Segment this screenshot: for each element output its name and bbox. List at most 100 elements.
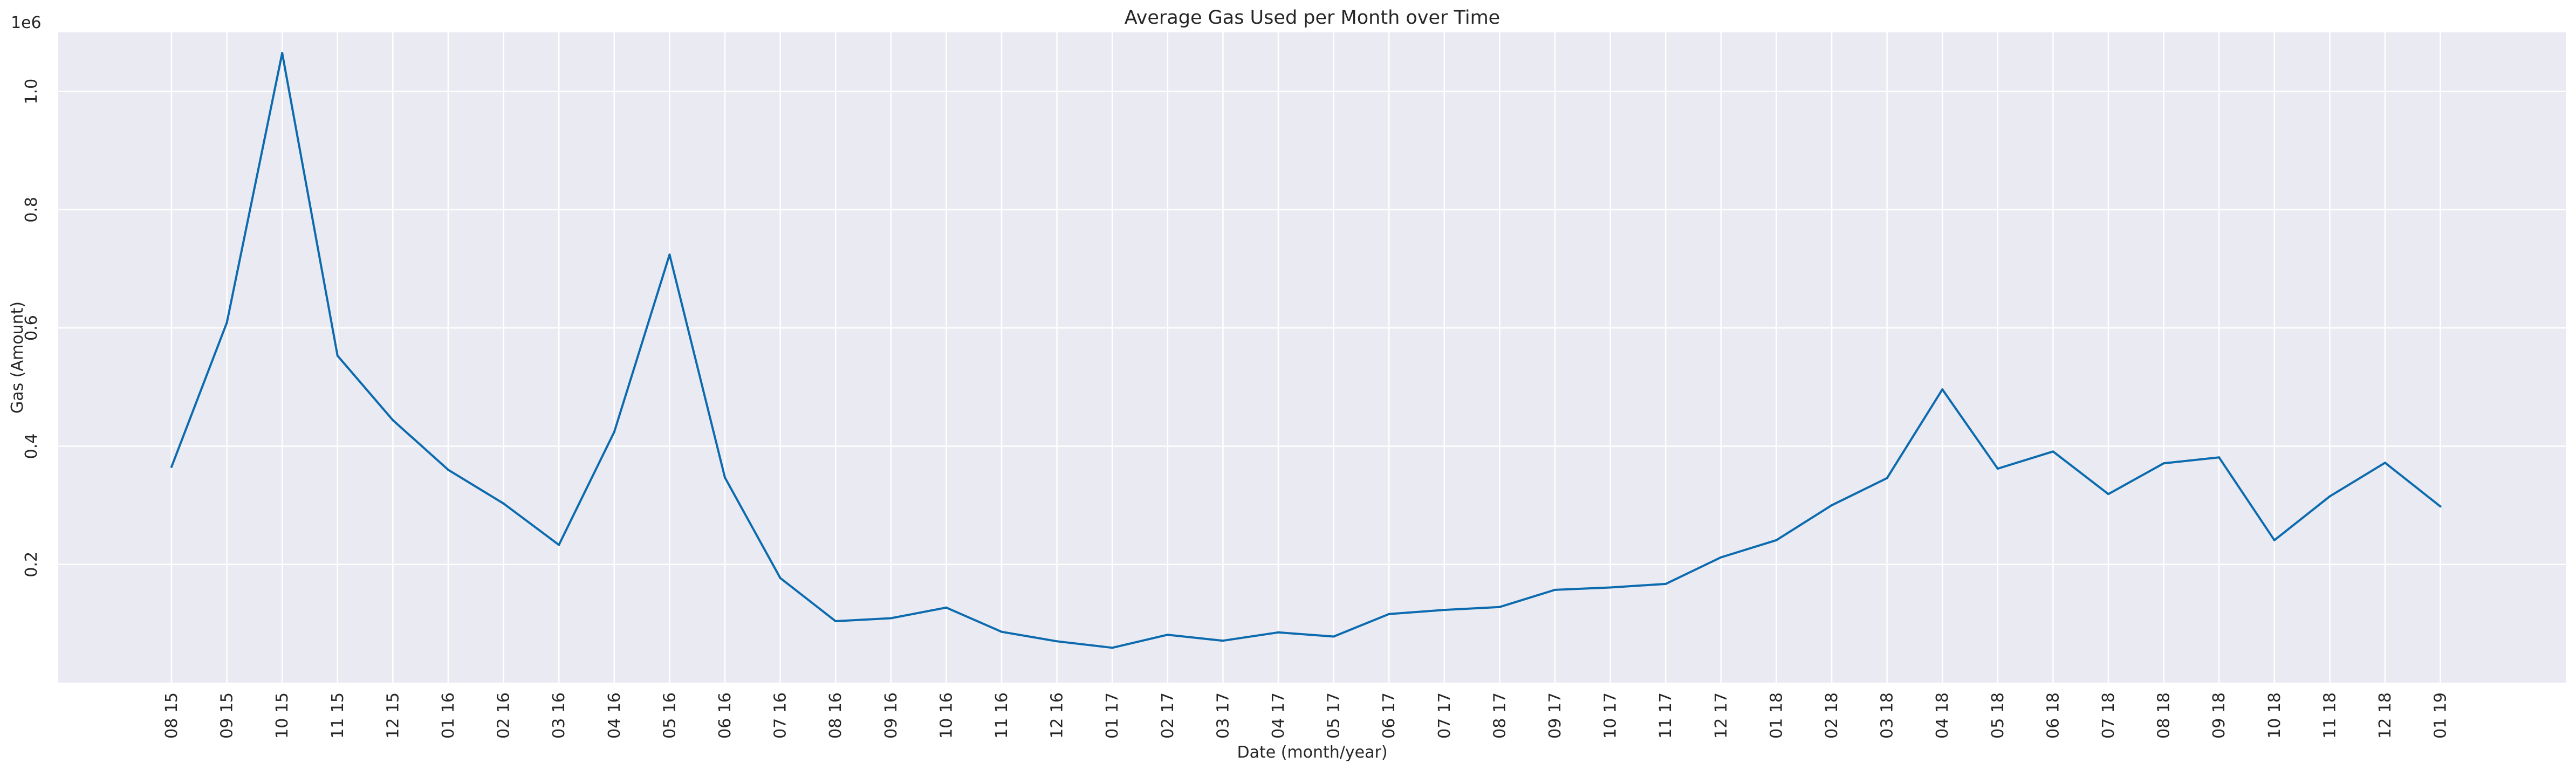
data-point	[2052, 450, 2054, 453]
x-tick-label: 02 16	[495, 692, 513, 739]
x-tick-label: 04 18	[1933, 692, 1952, 739]
x-tick-label: 08 16	[826, 692, 845, 739]
data-point	[1831, 504, 1833, 507]
series-layer	[170, 52, 2442, 649]
data-point	[1941, 388, 1944, 391]
y-axis-label: Gas (Amount)	[8, 301, 27, 414]
data-point	[392, 419, 394, 422]
x-tick-label: 07 17	[1435, 692, 1454, 739]
data-point	[1166, 634, 1169, 636]
x-tick-label: 03 18	[1878, 692, 1897, 739]
x-tick-label: 09 16	[882, 692, 901, 739]
x-tick-label: 12 15	[383, 692, 402, 739]
series-line	[170, 52, 2441, 649]
x-tick-label: 01 16	[439, 692, 458, 739]
data-point	[1222, 640, 1224, 642]
x-tick-label: 08 17	[1490, 692, 1509, 739]
x-tick-label: 11 16	[992, 692, 1011, 739]
data-point	[447, 469, 449, 471]
data-point	[2162, 462, 2165, 465]
x-tick-label: 10 16	[937, 692, 956, 739]
x-tick-label: 03 17	[1214, 692, 1232, 739]
data-point	[1443, 609, 1445, 611]
data-point	[1609, 586, 1612, 589]
data-point	[889, 617, 892, 620]
data-point	[2273, 539, 2276, 541]
x-tick-label: 05 18	[1989, 692, 2008, 739]
x-tick-label: 12 16	[1048, 692, 1067, 739]
data-point	[1996, 468, 1999, 470]
x-tick-label: 11 15	[328, 692, 347, 739]
x-tick-label: 12 18	[2376, 692, 2395, 739]
x-tick-label: 09 17	[1546, 692, 1565, 739]
x-tick-label: 04 16	[605, 692, 624, 739]
x-tick-label: 02 18	[1823, 692, 1841, 739]
data-point	[225, 321, 228, 324]
x-tick-label: 03 16	[550, 692, 568, 739]
data-point	[779, 576, 782, 579]
data-point	[1554, 588, 1556, 591]
x-tick-labels: 08 15 09 15 10 15 11 15 12 15 01 16 02 16 03 16…	[162, 692, 2450, 739]
x-tick-label: 10 17	[1601, 692, 1620, 739]
data-point	[613, 431, 615, 434]
data-point	[1775, 539, 1778, 541]
data-point	[668, 253, 671, 256]
x-tick-label: 10 15	[273, 692, 292, 739]
data-point	[502, 502, 505, 505]
x-tick-label: 06 17	[1380, 692, 1399, 739]
x-tick-label: 06 16	[716, 692, 735, 739]
data-point	[1664, 582, 1667, 585]
x-tick-label: 05 17	[1325, 692, 1344, 739]
data-point	[2107, 493, 2109, 496]
data-point	[1111, 647, 1114, 649]
data-point	[2328, 495, 2331, 498]
data-point	[170, 465, 173, 468]
x-tick-label: 10 18	[2265, 692, 2284, 739]
data-point	[1388, 613, 1390, 615]
x-tick-label: 01 17	[1103, 692, 1122, 739]
data-point	[945, 606, 948, 609]
x-axis-label: Date (month/year)	[1237, 743, 1387, 762]
data-point	[1277, 631, 1279, 634]
data-point	[1719, 556, 1722, 559]
x-tick-label: 06 18	[2044, 692, 2063, 739]
data-point	[1498, 606, 1501, 608]
data-point	[2439, 505, 2442, 508]
y-tick-label: 0.4	[22, 434, 41, 459]
data-point	[1332, 635, 1335, 638]
data-point	[724, 476, 726, 479]
data-point	[1886, 477, 1888, 479]
chart-title: Average Gas Used per Month over Time	[1125, 7, 1500, 29]
x-tick-label: 01 18	[1767, 692, 1786, 739]
y-tick-label: 0.2	[22, 552, 41, 578]
data-point	[2218, 456, 2221, 459]
x-tick-label: 07 16	[771, 692, 790, 739]
y-offset-text: 1e6	[11, 13, 42, 32]
x-tick-label: 05 16	[660, 692, 679, 739]
y-tick-label: 0.8	[22, 197, 41, 223]
x-tick-label: 01 19	[2431, 692, 2450, 739]
data-point	[1056, 640, 1058, 643]
data-point	[834, 620, 837, 622]
x-tick-label: 09 18	[2210, 692, 2229, 739]
data-point	[336, 354, 339, 357]
y-tick-label: 0.6	[22, 315, 41, 341]
x-tick-label: 11 18	[2320, 692, 2339, 739]
data-point	[2384, 462, 2386, 464]
y-tick-label: 1.0	[22, 79, 41, 105]
x-tick-label: 07 18	[2099, 692, 2118, 739]
x-tick-label: 08 18	[2155, 692, 2174, 739]
y-tick-labels: 0.2 0.4 0.6 0.8 1.0	[22, 79, 41, 578]
x-tick-label: 09 15	[218, 692, 237, 739]
x-tick-label: 02 17	[1159, 692, 1177, 739]
grid-lines	[58, 32, 2566, 683]
plot-area	[58, 32, 2566, 683]
data-point	[1001, 630, 1003, 633]
data-point	[281, 52, 284, 54]
x-tick-label: 11 17	[1656, 692, 1675, 739]
x-tick-label: 08 15	[162, 692, 181, 739]
x-tick-label: 12 17	[1712, 692, 1731, 739]
data-point	[558, 544, 560, 546]
x-tick-label: 04 17	[1269, 692, 1288, 739]
